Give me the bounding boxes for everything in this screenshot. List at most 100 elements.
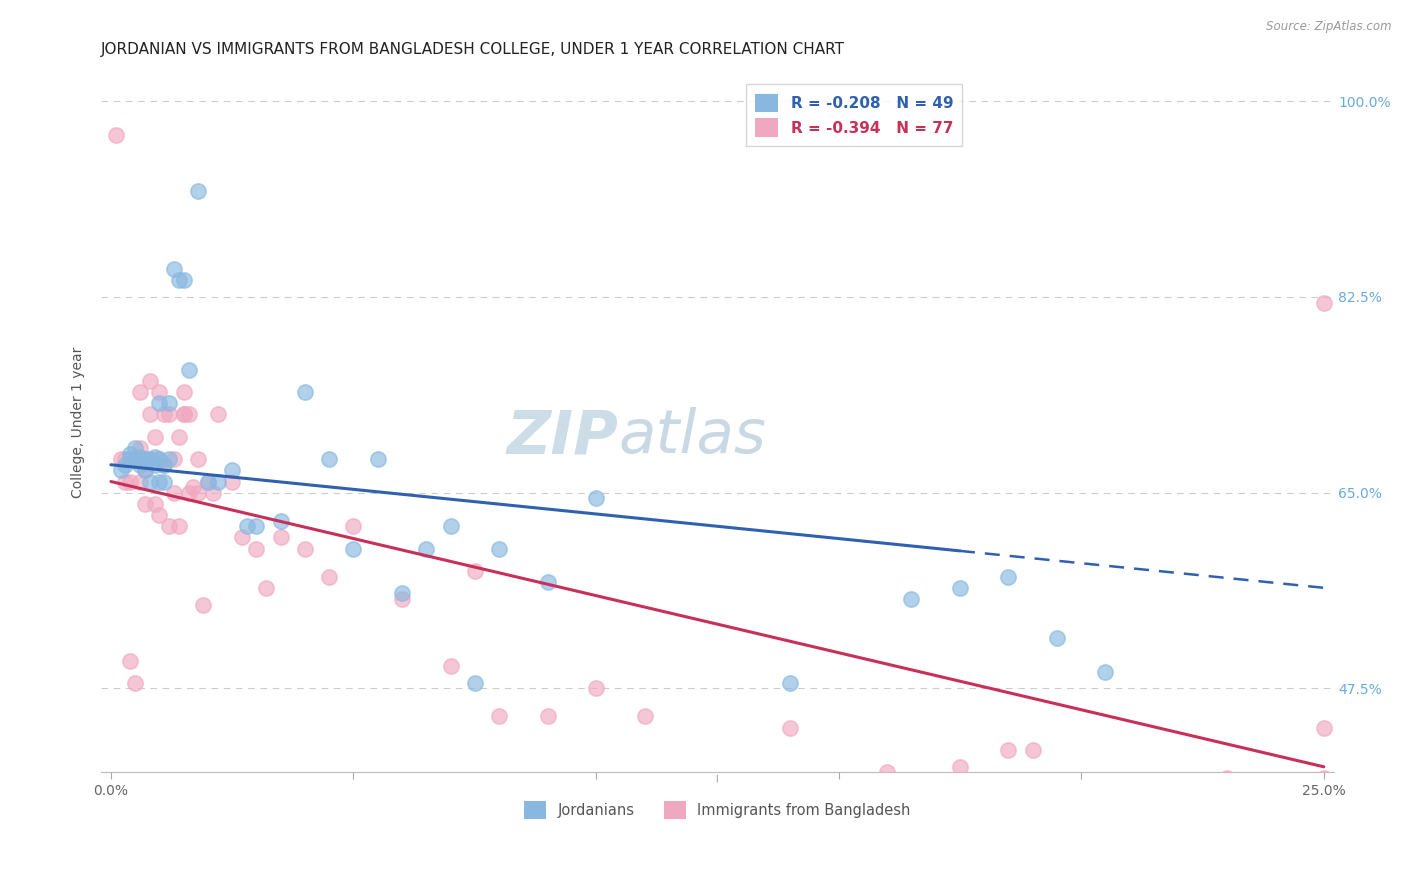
Point <box>124 452 146 467</box>
Text: atlas: atlas <box>619 408 766 467</box>
Point <box>1216 771 1239 785</box>
Point <box>488 709 510 723</box>
Point <box>163 485 186 500</box>
Point <box>245 541 267 556</box>
Text: Source: ZipAtlas.com: Source: ZipAtlas.com <box>1267 20 1392 33</box>
Point <box>876 765 898 780</box>
Point <box>177 485 200 500</box>
Point <box>177 408 200 422</box>
Point <box>148 475 170 489</box>
Point <box>143 430 166 444</box>
Point <box>163 452 186 467</box>
Point <box>134 463 156 477</box>
Point <box>138 475 160 489</box>
Point <box>1022 743 1045 757</box>
Point <box>779 676 801 690</box>
Point <box>120 446 142 460</box>
Point <box>124 452 146 467</box>
Point <box>488 541 510 556</box>
Point <box>114 475 136 489</box>
Point <box>134 497 156 511</box>
Point <box>120 653 142 667</box>
Point <box>138 452 160 467</box>
Point <box>197 475 219 489</box>
Point <box>900 592 922 607</box>
Point <box>1264 779 1286 793</box>
Point <box>138 374 160 388</box>
Point <box>536 575 558 590</box>
Point <box>173 384 195 399</box>
Point <box>270 514 292 528</box>
Point <box>464 564 486 578</box>
Point <box>173 408 195 422</box>
Point <box>207 475 229 489</box>
Point <box>110 452 132 467</box>
Point <box>157 519 180 533</box>
Text: JORDANIAN VS IMMIGRANTS FROM BANGLADESH COLLEGE, UNDER 1 YEAR CORRELATION CHART: JORDANIAN VS IMMIGRANTS FROM BANGLADESH … <box>101 42 845 57</box>
Point <box>997 743 1019 757</box>
Point <box>143 450 166 464</box>
Point <box>1313 771 1336 785</box>
Point <box>153 475 176 489</box>
Point <box>270 531 292 545</box>
Point <box>1046 631 1069 645</box>
Point <box>391 586 413 600</box>
Point <box>148 452 170 467</box>
Point <box>187 452 209 467</box>
Point <box>949 760 972 774</box>
Point <box>110 463 132 477</box>
Point <box>129 384 152 399</box>
Point <box>120 475 142 489</box>
Point <box>207 408 229 422</box>
Point <box>236 519 259 533</box>
Point <box>187 184 209 198</box>
Point <box>439 659 461 673</box>
Point <box>173 273 195 287</box>
Point <box>153 458 176 472</box>
Point <box>1070 782 1092 797</box>
Point <box>148 452 170 467</box>
Point <box>138 452 160 467</box>
Point <box>342 519 364 533</box>
Point <box>1313 776 1336 790</box>
Point <box>391 592 413 607</box>
Point <box>1303 779 1326 793</box>
Point <box>129 450 152 464</box>
Point <box>367 452 389 467</box>
Point <box>997 569 1019 583</box>
Point <box>157 408 180 422</box>
Point <box>167 273 190 287</box>
Point <box>148 508 170 522</box>
Point <box>254 581 277 595</box>
Point <box>124 441 146 455</box>
Point <box>439 519 461 533</box>
Point <box>197 475 219 489</box>
Point <box>124 676 146 690</box>
Point <box>415 541 437 556</box>
Point <box>1119 776 1142 790</box>
Point <box>221 475 243 489</box>
Point <box>949 581 972 595</box>
Text: ZIP: ZIP <box>508 408 619 467</box>
Point <box>177 362 200 376</box>
Point <box>1288 776 1310 790</box>
Point <box>245 519 267 533</box>
Point <box>129 441 152 455</box>
Y-axis label: College, Under 1 year: College, Under 1 year <box>72 347 86 499</box>
Point <box>173 408 195 422</box>
Point <box>153 408 176 422</box>
Point <box>134 452 156 467</box>
Point <box>585 681 607 696</box>
Point <box>138 408 160 422</box>
Point <box>231 531 253 545</box>
Point <box>153 458 176 472</box>
Point <box>187 485 209 500</box>
Point <box>1094 665 1116 679</box>
Point <box>148 396 170 410</box>
Point <box>104 128 127 142</box>
Point <box>342 541 364 556</box>
Legend: Jordanians, Immigrants from Bangladesh: Jordanians, Immigrants from Bangladesh <box>519 795 917 824</box>
Point <box>1313 779 1336 793</box>
Point <box>191 598 214 612</box>
Point <box>1313 721 1336 735</box>
